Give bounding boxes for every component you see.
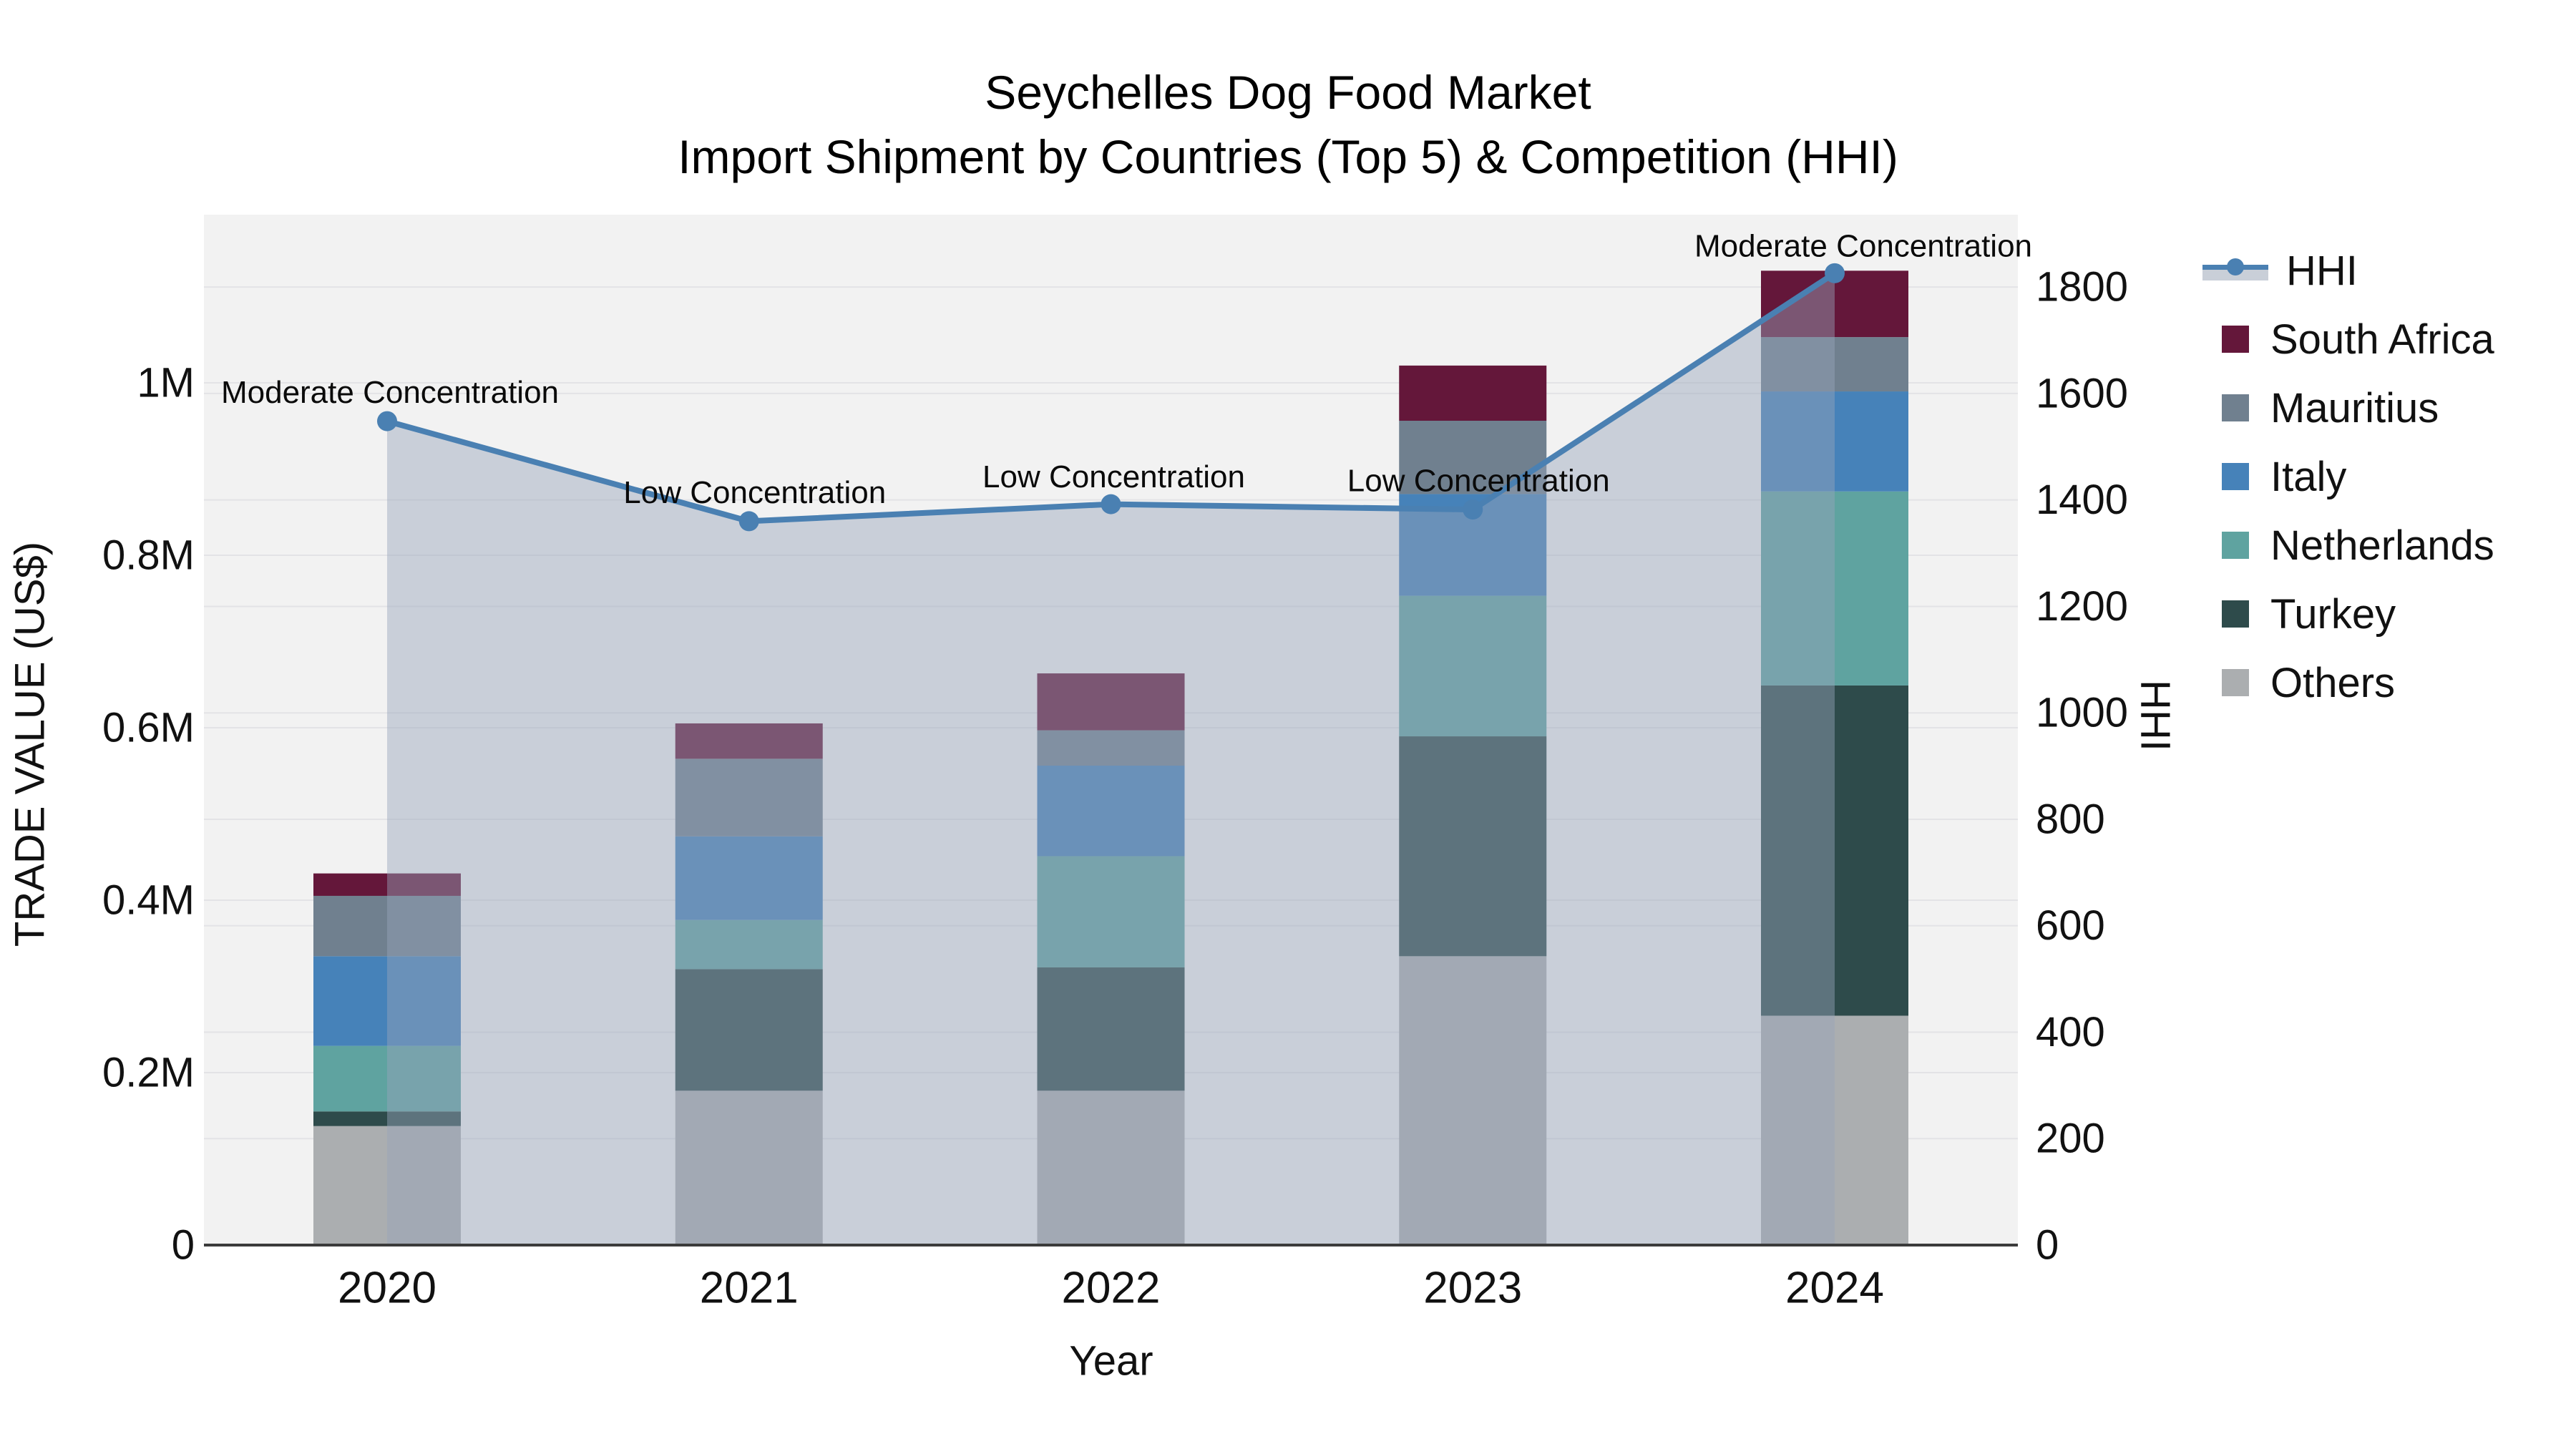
legend-label: Italy (2270, 453, 2347, 500)
x-tick-label-2021: 2021 (700, 1264, 799, 1313)
annotation-2023: Low Concentration (1347, 464, 1610, 499)
turkey-swatch-icon (2222, 600, 2249, 628)
legend-item-south-africa[interactable]: South Africa (2202, 305, 2494, 374)
bar-2022-mauritius[interactable] (1037, 730, 1185, 766)
italy-swatch-icon (2222, 463, 2249, 490)
y2-tick-label: 1000 (2036, 690, 2128, 736)
x-axis-title: Year (1069, 1337, 1153, 1385)
y2-tick-label: 1600 (2036, 370, 2128, 416)
bar-2020-italy[interactable] (313, 956, 461, 1046)
legend-item-others[interactable]: Others (2202, 648, 2494, 717)
legend-item-hhi[interactable]: HHI (2202, 236, 2494, 305)
annotation-2022: Low Concentration (982, 459, 1245, 494)
bar-2023-netherlands[interactable] (1399, 595, 1547, 737)
y-tick-label: 0.6M (102, 704, 195, 751)
annotation-2024: Moderate Concentration (1694, 228, 2032, 263)
y2-tick-label: 800 (2036, 796, 2105, 842)
bar-2023-turkey[interactable] (1399, 736, 1547, 957)
y2-tick-label: 200 (2036, 1116, 2105, 1162)
x-tick-label-2024: 2024 (1785, 1264, 1884, 1313)
annotation-2020: Moderate Concentration (221, 375, 559, 410)
bar-2020-turkey[interactable] (313, 1111, 461, 1126)
legend-label: HHI (2286, 247, 2358, 294)
bar-2020-others[interactable] (313, 1126, 461, 1245)
y-tick-label: 0 (172, 1222, 195, 1269)
y-tick-label: 0.8M (102, 532, 195, 578)
south-africa-swatch-icon (2222, 326, 2249, 353)
bar-2022-italy[interactable] (1037, 766, 1185, 857)
y2-tick-label: 1800 (2036, 264, 2128, 311)
legend-label: Turkey (2270, 590, 2396, 638)
bar-2021-netherlands[interactable] (675, 919, 823, 970)
mauritius-swatch-icon (2222, 394, 2249, 421)
bar-2020-mauritius[interactable] (313, 895, 461, 957)
hhi-point-2024[interactable] (1825, 263, 1845, 283)
y2-tick-label: 400 (2036, 1009, 2105, 1055)
legend-label: Others (2270, 659, 2396, 706)
bar-2023-mauritius[interactable] (1399, 421, 1547, 494)
y2-tick-label: 600 (2036, 902, 2105, 949)
x-tick-label-2020: 2020 (338, 1264, 436, 1313)
hhi-point-2021[interactable] (738, 511, 759, 532)
bar-2024-turkey[interactable] (1761, 685, 1908, 1016)
bar-2023-south-africa[interactable] (1399, 365, 1547, 421)
legend-item-mauritius[interactable]: Mauritius (2202, 374, 2494, 442)
netherlands-swatch-icon (2222, 532, 2249, 559)
y-tick-label: 0.2M (102, 1049, 195, 1096)
legend: HHI South Africa Mauritius Italy Netherlands… (2202, 236, 2494, 717)
y-tick-label: 1M (137, 359, 195, 406)
bar-2022-turkey[interactable] (1037, 967, 1185, 1091)
bar-2024-mauritius[interactable] (1761, 337, 1908, 392)
bar-2021-turkey[interactable] (675, 969, 823, 1091)
x-tick-label-2023: 2023 (1423, 1264, 1522, 1313)
legend-item-turkey[interactable]: Turkey (2202, 580, 2494, 648)
others-swatch-icon (2222, 669, 2249, 696)
bar-2021-others[interactable] (675, 1091, 823, 1245)
bar-2024-netherlands[interactable] (1761, 491, 1908, 686)
bar-2023-others[interactable] (1399, 956, 1547, 1245)
chart-title: Seychelles Dog Food Market Import Shipme… (0, 60, 2576, 189)
bar-2021-mauritius[interactable] (675, 758, 823, 836)
bar-2020-netherlands[interactable] (313, 1045, 461, 1112)
bar-2022-netherlands[interactable] (1037, 856, 1185, 967)
chart-title-line2: Import Shipment by Countries (Top 5) & C… (678, 130, 1898, 183)
annotation-2021: Low Concentration (623, 475, 886, 510)
bar-2024-italy[interactable] (1761, 391, 1908, 492)
hhi-line-swatch-icon (2202, 257, 2268, 284)
legend-item-netherlands[interactable]: Netherlands (2202, 511, 2494, 580)
legend-item-italy[interactable]: Italy (2202, 442, 2494, 511)
bar-2021-south-africa[interactable] (675, 723, 823, 759)
y2-tick-label: 0 (2036, 1222, 2059, 1269)
x-tick-label-2022: 2022 (1062, 1264, 1161, 1313)
bar-2022-others[interactable] (1037, 1091, 1185, 1245)
legend-label: Mauritius (2270, 384, 2439, 431)
chart-title-line1: Seychelles Dog Food Market (985, 66, 1591, 119)
bar-2024-others[interactable] (1761, 1015, 1908, 1245)
y-tick-label: 0.4M (102, 877, 195, 923)
bar-2020-south-africa[interactable] (313, 873, 461, 896)
legend-label: Netherlands (2270, 522, 2494, 569)
hhi-point-2020[interactable] (377, 411, 397, 431)
y2-tick-label: 1200 (2036, 583, 2128, 630)
legend-label: South Africa (2270, 316, 2494, 363)
hhi-point-2023[interactable] (1463, 499, 1483, 520)
bar-2022-south-africa[interactable] (1037, 673, 1185, 731)
hhi-point-2022[interactable] (1101, 494, 1121, 514)
y2-tick-label: 1400 (2036, 477, 2128, 523)
bar-2021-italy[interactable] (675, 836, 823, 920)
